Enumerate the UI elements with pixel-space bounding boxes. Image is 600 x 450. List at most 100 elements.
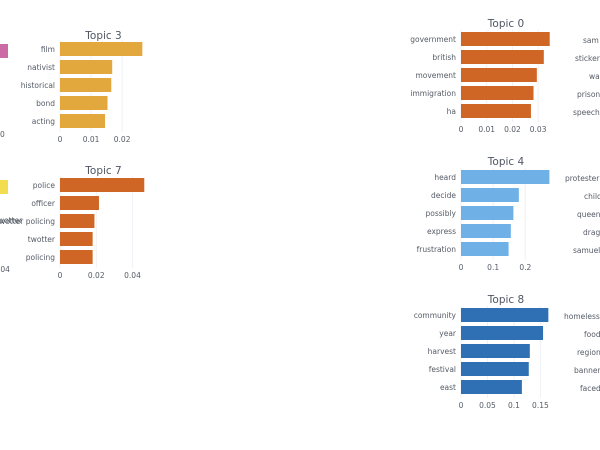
partial-right-labels-row1: sam sticker wa prison speech <box>573 36 600 117</box>
tick-label: 0.1 <box>487 263 499 272</box>
category-label: nativist <box>27 63 55 72</box>
partial-label: drag <box>583 228 600 237</box>
topic-panel-4: Topic 8communityyearharvestfestivaleast0… <box>414 294 549 410</box>
bar-twotter-policing <box>60 214 95 228</box>
partial-label: faced <box>580 384 600 393</box>
partial-right-labels-row3: homeless food region banner faced <box>564 312 600 393</box>
category-label: immigration <box>410 89 456 98</box>
partial-label: prison <box>577 90 600 99</box>
category-label: east <box>440 383 456 392</box>
bar-government <box>461 32 550 46</box>
category-label: year <box>439 329 457 338</box>
category-label: police <box>33 181 56 190</box>
category-label: policing <box>26 253 55 262</box>
category-label: community <box>414 311 457 320</box>
tick-label: 0 <box>459 263 464 272</box>
tick-label: 0 <box>459 125 464 134</box>
partial-label: food <box>584 330 600 339</box>
bar-film <box>60 42 143 56</box>
category-label: british <box>432 53 456 62</box>
tick-label: 0 <box>459 401 464 410</box>
tick-label: 0 <box>58 271 63 280</box>
partial-label: sticker <box>575 54 600 63</box>
partial-label: region <box>577 348 600 357</box>
category-label: express <box>427 227 456 236</box>
partial-label-left-row2: twotter <box>0 216 23 225</box>
bar-community <box>461 308 549 322</box>
bar-immigration <box>461 86 534 100</box>
bar-officer <box>60 196 99 210</box>
category-label: historical <box>21 81 55 90</box>
category-label: possibly <box>425 209 456 218</box>
category-label: ha <box>447 107 456 116</box>
bar-year <box>461 326 544 340</box>
tick-label: 0.15 <box>532 401 549 410</box>
partial-right-labels-row2: protester child queen drag samuel <box>565 174 600 255</box>
partial-label: wa <box>589 72 600 81</box>
bar-movement <box>461 68 537 82</box>
category-label: government <box>410 35 456 44</box>
category-label: acting <box>32 117 55 126</box>
tick-label: 0.05 <box>479 401 496 410</box>
category-label: decide <box>431 191 456 200</box>
category-label: heard <box>434 173 456 182</box>
partial-bar-left-row1 <box>0 44 8 58</box>
bar-express <box>461 224 511 238</box>
panel-title: Topic 4 <box>487 156 525 168</box>
bar-nativist <box>60 60 113 74</box>
partial-bar-left-row2 <box>0 180 8 194</box>
partial-label: sam <box>583 36 599 45</box>
tick-label: 0.04 <box>124 271 141 280</box>
tick-label: 0.02 <box>114 135 131 144</box>
bar-heard <box>461 170 550 184</box>
category-label: film <box>41 45 55 54</box>
category-label: bond <box>36 99 55 108</box>
bar-policing <box>60 250 93 264</box>
bar-decide <box>461 188 519 202</box>
bar-ha <box>461 104 531 118</box>
tick-label: 0.2 <box>519 263 531 272</box>
tick-label: 0.02 <box>504 125 521 134</box>
partial-label: samuel <box>573 246 600 255</box>
topic-panel-2: Topic 0 government british movement immigrat… <box>410 18 550 134</box>
tick-label: 0 <box>58 135 63 144</box>
topic-panel-3: Topic 4 heard decide possibly express frustra… <box>417 156 550 272</box>
tick-label: 0.01 <box>478 125 495 134</box>
tick-label: 0.01 <box>83 135 100 144</box>
category-label: frustration <box>417 245 457 254</box>
bar-harvest <box>461 344 530 358</box>
category-label: twotter <box>28 235 56 244</box>
bar-twotter <box>60 232 93 246</box>
bar-possibly <box>461 206 514 220</box>
partial-label: protester <box>565 174 600 183</box>
partial-tick-left-row1: 0 <box>0 130 5 139</box>
tick-label: 0.03 <box>530 125 547 134</box>
tick-label: 0.02 <box>88 271 105 280</box>
category-label: twotter policing <box>0 217 55 226</box>
partial-tick-left-row2: .04 <box>0 265 10 274</box>
bar-british <box>461 50 544 64</box>
bar-bond <box>60 96 108 110</box>
bar-police <box>60 178 145 192</box>
panel-title: Topic 8 <box>487 294 524 306</box>
bar-festival <box>461 362 529 376</box>
category-label: festival <box>429 365 456 374</box>
panel-title: Topic 0 <box>487 18 524 30</box>
partial-label: homeless <box>564 312 600 321</box>
panel-title: Topic 3 <box>84 30 121 42</box>
bar-historical <box>60 78 112 92</box>
partial-label: banner <box>574 366 600 375</box>
panel-title: Topic 7 <box>84 165 121 177</box>
bar-acting <box>60 114 106 128</box>
topic-panel-0: Topic 3filmnativisthistoricalbondacting0… <box>21 30 143 144</box>
category-label: movement <box>415 71 456 80</box>
partial-label: child <box>584 192 600 201</box>
category-label: officer <box>31 199 56 208</box>
bar-east <box>461 380 522 394</box>
tick-label: 0.1 <box>508 401 520 410</box>
category-label: harvest <box>428 347 456 356</box>
partial-label: speech <box>573 108 600 117</box>
partial-label: queen <box>577 210 600 219</box>
